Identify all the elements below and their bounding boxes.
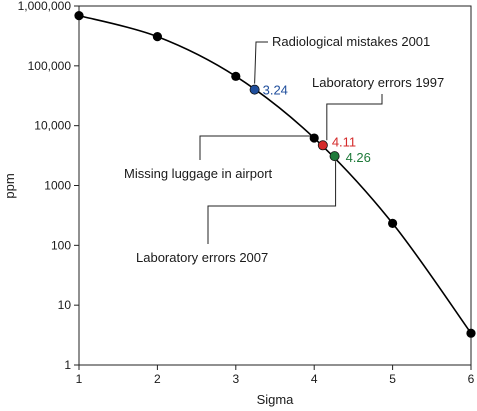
chart-labels: 1 2 3 4 5 6 1 10 100 1000 10,000 100,000 1,000,000 3.… xyxy=(18,0,475,386)
highlight-point xyxy=(317,140,328,151)
annotation-luggage: Missing luggage in airport xyxy=(124,166,273,181)
leader-lab-2007 xyxy=(207,161,337,244)
y-tick-label: 100,000 xyxy=(28,59,72,73)
data-point xyxy=(231,71,241,81)
x-tick-label: 2 xyxy=(154,372,161,386)
x-axis-title: Sigma xyxy=(257,392,295,407)
x-tick-label: 3 xyxy=(232,372,239,386)
highlight-value-label: 3.24 xyxy=(263,83,288,98)
data-points xyxy=(74,11,476,338)
x-tick-label: 5 xyxy=(389,372,396,386)
y-tick-label: 1000 xyxy=(44,179,71,193)
y-tick-label: 1,000,000 xyxy=(18,0,72,13)
data-point xyxy=(74,11,84,21)
annotation-radiological: Radiological mistakes 2001 xyxy=(272,34,430,49)
data-point xyxy=(388,218,398,228)
y-tick-label: 100 xyxy=(51,238,71,252)
data-point xyxy=(309,133,319,143)
x-tick-label: 6 xyxy=(468,372,475,386)
annotation-leaders xyxy=(199,41,383,244)
leader-lab-1997 xyxy=(326,94,383,141)
x-tick-label: 4 xyxy=(311,372,318,386)
plot-frame xyxy=(78,5,472,366)
highlight-value-label: 4.26 xyxy=(346,150,371,165)
annotation-lab-1997: Laboratory errors 1997 xyxy=(312,75,444,90)
highlight-value-label: 4.11 xyxy=(332,134,356,149)
y-tick-label: 10 xyxy=(58,298,72,312)
highlight-point xyxy=(249,84,260,95)
y-tick-label: 10,000 xyxy=(34,119,71,133)
y-axis-title: ppm xyxy=(2,173,17,198)
data-point xyxy=(152,32,162,42)
data-point xyxy=(466,328,476,338)
annotation-lab-2007: Laboratory errors 2007 xyxy=(136,250,268,265)
leader-luggage xyxy=(199,135,317,160)
x-tick-label: 1 xyxy=(76,372,83,386)
highlight-point xyxy=(329,151,340,162)
axis-ticks xyxy=(74,5,472,370)
leader-radiological xyxy=(254,41,268,84)
y-tick-label: 1 xyxy=(64,358,71,372)
